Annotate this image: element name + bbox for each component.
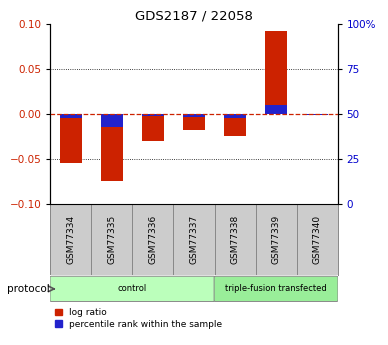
Bar	[100, 114, 123, 181]
Text: GSM77336: GSM77336	[149, 214, 158, 264]
Legend: log ratio, percentile rank within the sample: log ratio, percentile rank within the sa…	[55, 308, 223, 329]
Text: GSM77339: GSM77339	[272, 214, 281, 264]
Bar	[173, 204, 215, 275]
Bar	[60, 114, 82, 118]
Title: GDS2187 / 22058: GDS2187 / 22058	[135, 10, 253, 23]
Bar	[60, 114, 82, 163]
Bar	[306, 114, 328, 115]
FancyBboxPatch shape	[50, 276, 215, 302]
Text: GSM77338: GSM77338	[230, 214, 239, 264]
Bar	[183, 114, 205, 117]
Bar	[256, 204, 296, 275]
Bar	[132, 204, 173, 275]
Bar	[224, 114, 246, 118]
Bar	[265, 105, 287, 114]
Bar	[265, 31, 287, 114]
Text: GSM77334: GSM77334	[66, 214, 75, 264]
Bar	[215, 204, 256, 275]
Text: GSM77340: GSM77340	[313, 214, 322, 264]
Bar	[296, 204, 338, 275]
Text: GSM77335: GSM77335	[107, 214, 116, 264]
Bar	[142, 114, 164, 141]
Bar	[224, 114, 246, 136]
Text: protocol: protocol	[7, 284, 50, 294]
Bar	[100, 114, 123, 127]
Bar	[50, 204, 92, 275]
Text: control: control	[118, 284, 147, 293]
Text: triple-fusion transfected: triple-fusion transfected	[225, 284, 327, 293]
Bar	[92, 204, 132, 275]
Bar	[183, 114, 205, 130]
Bar	[142, 114, 164, 116]
Text: GSM77337: GSM77337	[189, 214, 199, 264]
FancyBboxPatch shape	[214, 276, 338, 302]
